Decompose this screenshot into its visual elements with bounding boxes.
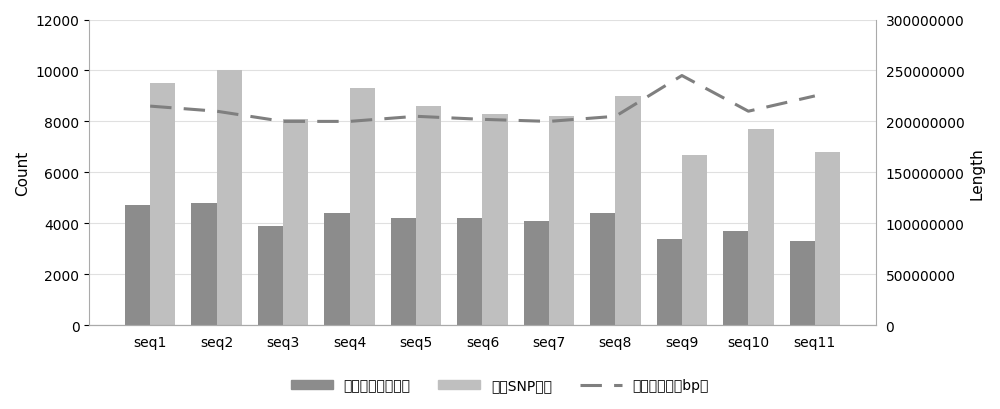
Bar <box>391 219 416 326</box>
Bar <box>748 130 774 326</box>
Bar <box>416 107 441 326</box>
Bar <box>524 221 549 326</box>
Y-axis label: Count: Count <box>15 151 30 196</box>
Bar <box>549 117 574 326</box>
Bar <box>590 213 615 326</box>
Bar <box>457 219 482 326</box>
Bar <box>723 231 748 326</box>
Bar <box>657 239 682 326</box>
Bar <box>482 115 508 326</box>
Bar <box>682 155 707 326</box>
Bar <box>125 206 150 326</box>
Bar <box>324 213 350 326</box>
Y-axis label: Length: Length <box>970 146 985 199</box>
Bar <box>790 242 815 326</box>
Bar <box>815 153 840 326</box>
Bar <box>258 226 283 326</box>
Bar <box>217 71 242 326</box>
Bar <box>350 89 375 326</box>
Bar <box>191 203 217 326</box>
Bar <box>283 119 308 326</box>
Legend: 标记目标区段数量, 标记SNP个数, 染色体长度（bp）: 标记目标区段数量, 标记SNP个数, 染色体长度（bp） <box>285 373 715 398</box>
Bar <box>150 84 175 326</box>
Bar <box>615 97 641 326</box>
